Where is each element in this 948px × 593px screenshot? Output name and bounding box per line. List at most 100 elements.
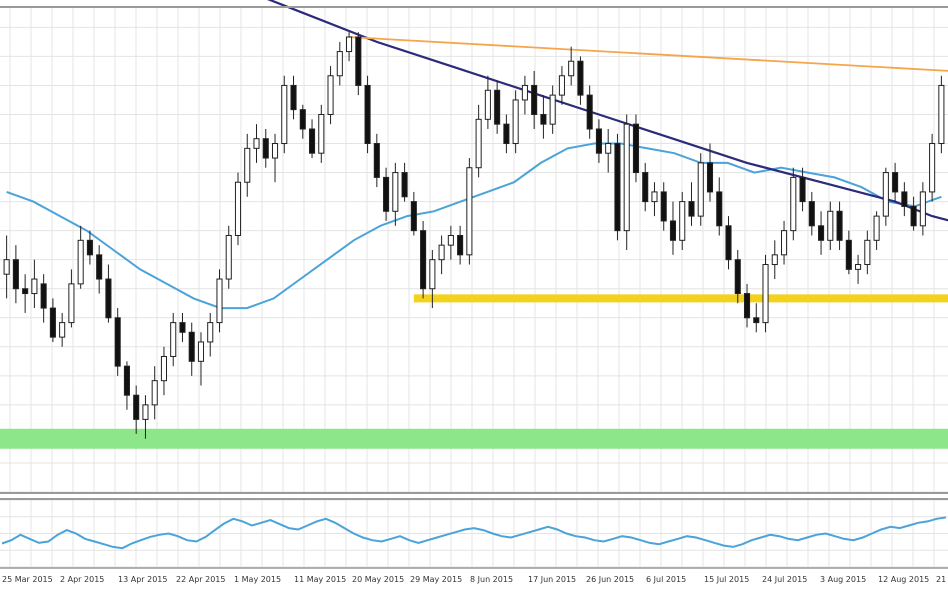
candle-body [706,162,714,193]
candle [845,230,852,275]
candle [679,191,686,250]
candle [882,167,889,226]
candle [475,104,482,178]
candle [96,245,103,294]
candle [225,225,232,289]
candle [753,303,760,333]
candle-body [77,239,84,285]
candle [383,167,390,221]
candle-body [3,259,10,275]
candle-body [410,201,417,232]
candle-body [642,172,649,203]
candle [827,201,834,250]
candle-body [688,201,695,217]
candle [892,162,899,202]
candle-body [170,322,177,357]
candle [170,312,177,367]
candle [373,133,380,188]
candle-body [355,36,362,86]
candle-body [318,113,325,154]
candle-body [623,123,630,232]
candle [346,32,353,62]
candle-body [12,259,19,290]
candle-body [253,138,260,149]
candle [123,361,130,410]
candle-body [392,172,399,212]
candle [484,75,491,129]
candle [299,104,306,139]
candle [410,191,417,236]
candle [919,182,926,236]
x-axis-labels: 25 Mar 2015 2 Apr 2015 13 Apr 2015 22 Apr 2… [2,575,946,584]
candle-body [299,109,306,130]
candle [595,119,602,163]
candle-body [271,143,279,159]
candle-body [531,84,538,115]
candle-body [290,84,297,111]
candle-body [855,264,862,270]
candle [540,95,547,139]
x-tick-label: 15 Jul 2015 [704,575,749,584]
candle [179,312,186,342]
oscillator-grid [0,499,948,568]
candle-body [892,172,899,193]
x-tick-label: 20 May 2015 [352,575,404,584]
candle [68,269,75,328]
candle [503,114,510,154]
x-tick-label: 8 Jun 2015 [470,575,513,584]
candle [364,75,371,154]
candle-series [3,32,945,439]
candle-body [651,191,658,203]
oscillator-line [1,516,947,550]
candle-body [429,259,436,290]
candle [197,332,205,386]
candle-body [114,317,121,367]
moving-average-short-line [6,142,942,310]
candle [290,75,297,120]
x-tick-label: 6 Jul 2015 [646,575,686,584]
candle [549,85,556,134]
candle-body [216,278,223,324]
candle-body [262,138,269,159]
candle [734,250,741,304]
candle [836,201,843,250]
candle-body [845,239,852,270]
candle [818,211,825,255]
candle-body [568,60,575,77]
x-tick-label: 26 Jun 2015 [586,575,634,584]
candle [216,269,223,333]
candle-body [864,239,871,266]
candle-body [512,99,519,145]
x-tick-label: 25 Mar 2015 [2,575,53,584]
candle [614,133,621,241]
candle [401,162,408,202]
candle-body [540,113,547,125]
candle-body [743,293,751,319]
candle [40,274,47,323]
candle-body [938,84,945,145]
candle [688,182,695,226]
candle-body [873,215,880,241]
candle [12,245,19,304]
candle [466,158,473,265]
candle-body [123,365,130,396]
candle-body [577,60,584,96]
candle [586,85,593,139]
candle [327,66,334,125]
candle-body [716,191,723,227]
panel-frames [0,6,948,569]
candle-body [827,210,834,241]
candle-body [142,404,149,420]
candle [31,259,38,309]
candle-body [901,191,908,207]
candle [244,133,251,197]
candle-body [327,75,334,115]
candle [521,75,528,115]
candle-body [308,128,316,154]
candle-body [771,254,778,266]
candle-body [457,234,464,256]
candle-body [780,230,788,256]
candle-body [558,75,565,96]
candle-body [632,123,640,174]
candle [577,56,584,105]
